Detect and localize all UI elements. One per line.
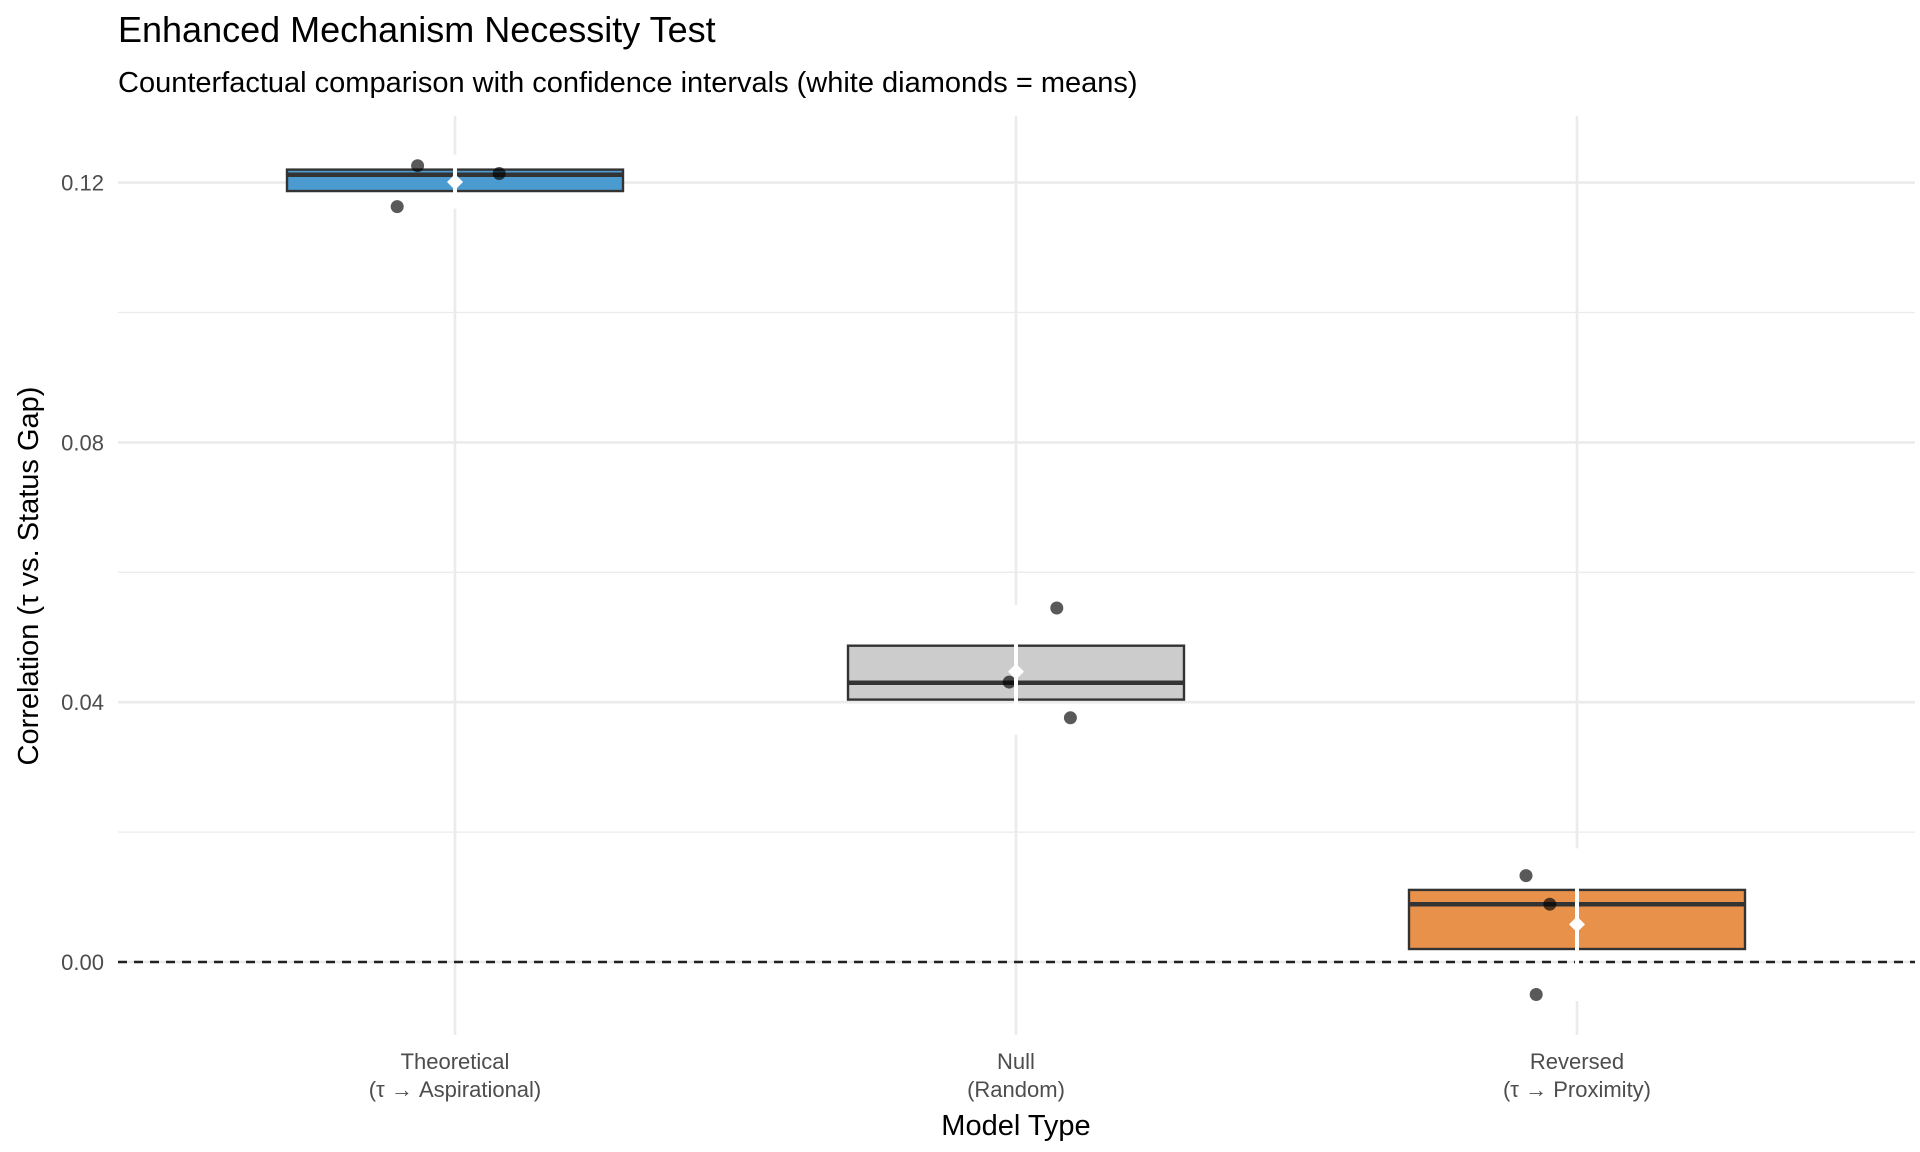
data-point [1063, 711, 1077, 725]
y-axis-title: Correlation (τ vs. Status Gap) [13, 387, 45, 766]
x-axis: Theoretical (τ → Aspirational) Null (Random… [369, 1049, 1651, 1102]
box-group-3 [1407, 848, 1747, 1001]
y-tick-label: 0.00 [61, 950, 104, 975]
data-point [1529, 987, 1543, 1001]
data-point [492, 167, 506, 181]
box-group-2 [846, 601, 1186, 735]
x-tick-label: Reversed [1530, 1049, 1624, 1074]
data-point [1519, 869, 1533, 883]
x-tick-sublabel: (τ → Aspirational) [369, 1077, 542, 1102]
mean-diamond [1569, 916, 1585, 933]
data-point [1050, 601, 1064, 615]
x-tick-sublabel: (Random) [967, 1077, 1065, 1102]
x-tick-label: Null [997, 1049, 1035, 1074]
box-group-1 [285, 154, 625, 214]
chart-subtitle: Counterfactual comparison with confidenc… [118, 67, 1138, 99]
chart-title: Enhanced Mechanism Necessity Test [118, 9, 716, 50]
y-tick-label: 0.04 [61, 690, 104, 715]
x-tick-sublabel: (τ → Proximity) [1503, 1077, 1651, 1102]
y-tick-label: 0.12 [61, 171, 104, 196]
mean-diamond [1008, 663, 1024, 680]
box-plots [285, 154, 1747, 1001]
data-point [411, 159, 425, 173]
y-axis: 0.00 0.04 0.08 0.12 [61, 171, 104, 975]
x-tick-label: Theoretical [401, 1049, 510, 1074]
data-point [390, 200, 404, 214]
y-tick-label: 0.08 [61, 430, 104, 455]
data-point [1543, 897, 1557, 911]
mean-diamond [447, 173, 463, 190]
x-axis-title: Model Type [941, 1110, 1090, 1142]
data-point [1002, 675, 1016, 689]
